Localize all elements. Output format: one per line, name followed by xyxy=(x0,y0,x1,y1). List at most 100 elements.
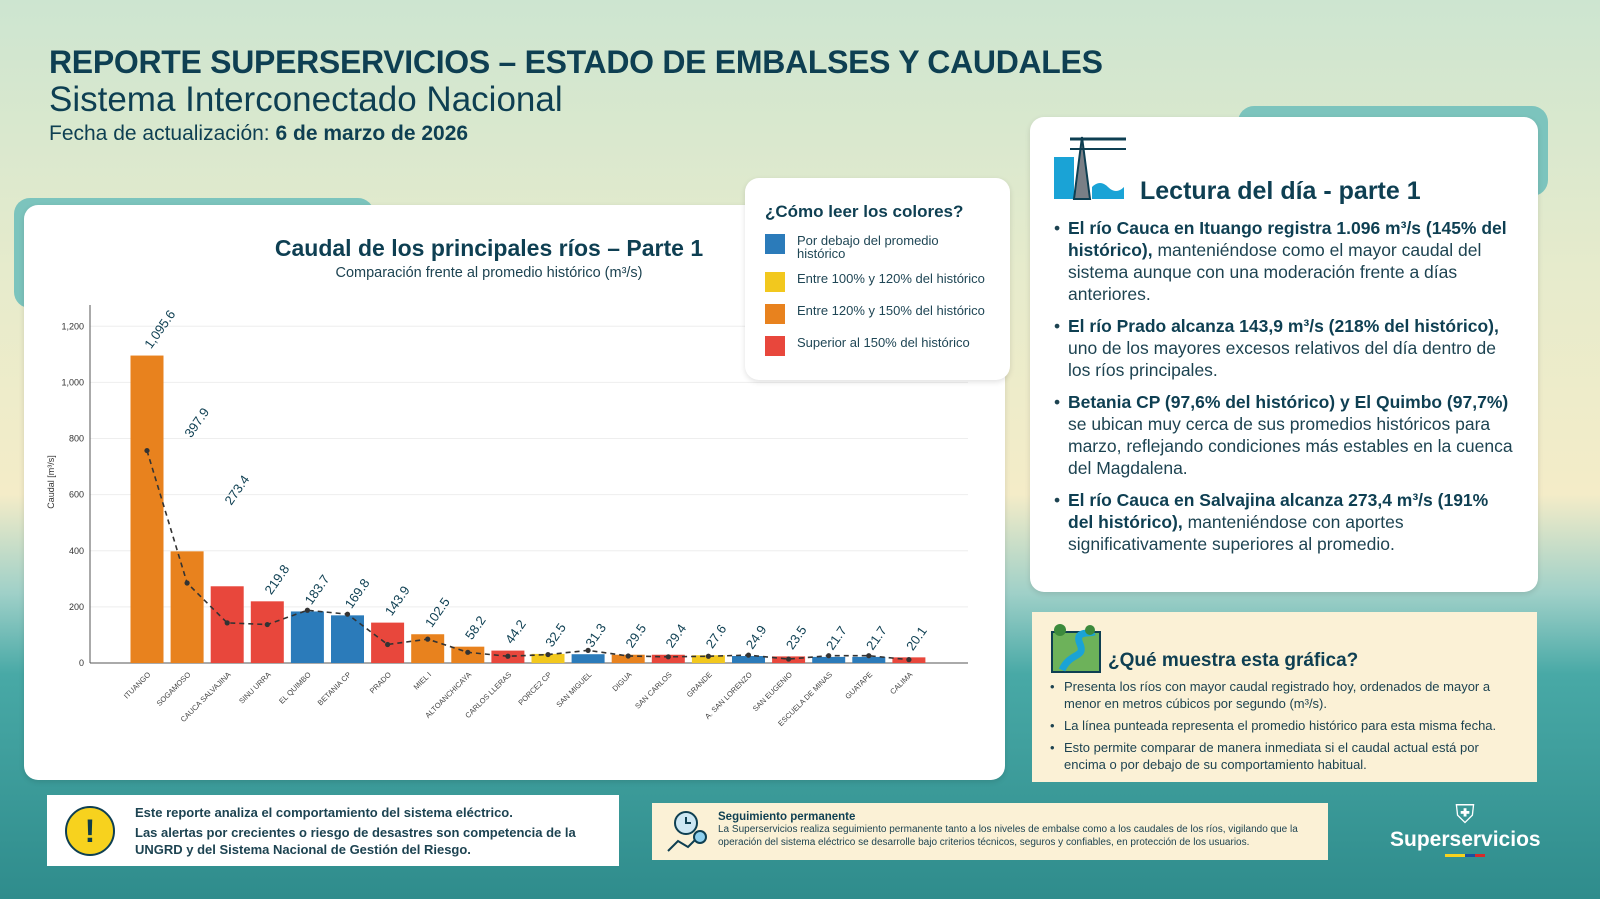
chart-title: Caudal de los principales ríos – Parte 1 xyxy=(274,235,704,261)
warning-icon: ! xyxy=(65,805,115,856)
bullet-bold: El río Cauca en Salvajina alcanza 273,4 … xyxy=(1068,490,1489,532)
report-subtitle: Sistema Interconectado Nacional xyxy=(49,80,563,119)
historical-point xyxy=(866,653,872,659)
reading-bullet: El río Cauca en Salvajina alcanza 273,4 … xyxy=(1054,489,1518,555)
what-bullet: Esto permite comparar de manera inmediat… xyxy=(1050,739,1523,773)
bar xyxy=(571,654,605,663)
y-tick-label: 1,000 xyxy=(61,377,84,387)
y-axis-label: Caudal [m³/s] xyxy=(46,455,56,509)
y-tick-label: 200 xyxy=(69,602,84,612)
superservicios-logo: ⛨ Superservicios xyxy=(1390,799,1541,857)
historical-line xyxy=(146,450,909,661)
notice-line2: Las alertas por crecientes o riesgo de d… xyxy=(135,824,576,857)
x-tick-label: ITUANGO xyxy=(122,670,153,701)
value-label: 219.8 xyxy=(261,562,292,597)
monitoring-icon xyxy=(667,811,707,852)
bar xyxy=(812,656,846,663)
flag-stripe xyxy=(1445,854,1485,857)
historical-point xyxy=(625,653,631,659)
monitoring-text: La Superservicios realiza seguimiento pe… xyxy=(718,824,1298,848)
historical-point xyxy=(184,580,190,586)
bullet-bold: Betania CP (97,6% del histórico) y El Qu… xyxy=(1068,392,1509,412)
historical-point xyxy=(465,649,471,655)
bullet-bold: El río Cauca en Ituango registra 1.096 m… xyxy=(1068,218,1507,260)
update-date: Fecha de actualización: 6 de marzo de 20… xyxy=(49,122,468,146)
what-bullet: La línea punteada representa el promedio… xyxy=(1050,717,1523,734)
legend-label: Superior al 150% del histórico xyxy=(797,335,970,350)
legend-label: Por debajo del promedio histórico xyxy=(797,233,939,261)
reading-card: Lectura del día - parte 1 El río Cauca e… xyxy=(1030,117,1538,592)
x-tick-label: BETANIA CP xyxy=(316,670,353,707)
reading-bullet: El río Prado alcanza 143,9 m³/s (218% de… xyxy=(1054,315,1518,381)
reading-bullet: El río Cauca en Ituango registra 1.096 m… xyxy=(1054,217,1518,305)
historical-point xyxy=(745,652,752,658)
value-label: 169.8 xyxy=(342,576,373,611)
historical-point xyxy=(585,647,591,653)
value-label: 44.2 xyxy=(502,617,529,646)
river-map-icon xyxy=(1051,624,1101,673)
legend-swatch xyxy=(765,304,785,324)
x-tick-label: DIGUA xyxy=(610,670,633,693)
y-tick-label: 1,200 xyxy=(61,321,84,331)
value-label: 21.7 xyxy=(863,623,890,652)
bar xyxy=(732,656,765,663)
bullet-text: se ubican muy cerca de sus promedios his… xyxy=(1068,414,1513,478)
bar xyxy=(170,551,204,663)
y-tick-label: 400 xyxy=(69,546,84,556)
x-tick-label: EL QUIMBO xyxy=(277,670,313,706)
x-tick-label: SAN CARLOS xyxy=(633,670,674,711)
bar-chart: 0 200 400 600 800 1,000 1,200 Caudal [m³/s] 1,09… xyxy=(46,305,968,728)
x-tick-label: GUATAPE xyxy=(843,670,874,701)
reading-bullet: Betania CP (97,6% del histórico) y El Qu… xyxy=(1054,391,1518,479)
historical-point xyxy=(264,621,270,628)
bullet-text: manteniéndose con aportes significativam… xyxy=(1068,512,1404,554)
bullet-text: manteniéndose como el mayor caudal del s… xyxy=(1068,240,1482,304)
value-label: 32.5 xyxy=(542,620,569,649)
monitoring-title: Seguimiento permanente xyxy=(718,811,856,823)
legend-swatch xyxy=(765,272,785,292)
legend-item: Por debajo del promedio histórico xyxy=(765,234,990,260)
bar xyxy=(130,355,164,663)
historical-point xyxy=(344,611,351,617)
legend-swatch xyxy=(765,336,785,356)
x-tick-label: PRADO xyxy=(368,670,393,695)
chart-subtitle: Comparación frente al promedio histórico… xyxy=(335,265,643,281)
bar xyxy=(290,611,324,663)
legend-item: Entre 100% y 120% del histórico xyxy=(765,272,990,292)
legend-swatch xyxy=(765,234,785,254)
legend-title: ¿Cómo leer los colores? xyxy=(765,202,964,221)
monitoring-box: Seguimiento permanente La Superservicios… xyxy=(652,803,1328,860)
bar xyxy=(250,601,284,663)
value-label: 183.7 xyxy=(302,572,333,607)
value-label: 1,095.6 xyxy=(141,307,178,351)
historical-point xyxy=(425,636,431,642)
what-list: Presenta los ríos con mayor caudal regis… xyxy=(1050,678,1523,778)
date-value: 6 de marzo de 2026 xyxy=(275,122,469,145)
value-label: 23.5 xyxy=(783,623,810,652)
what-bullet: Presenta los ríos con mayor caudal regis… xyxy=(1050,678,1523,712)
coat-of-arms-icon: ⛨ xyxy=(1455,799,1475,829)
reading-list: El río Cauca en Ituango registra 1.096 m… xyxy=(1054,217,1518,565)
y-tick-label: 800 xyxy=(69,434,84,444)
x-tick-label: SOGAMOSO xyxy=(155,670,193,708)
historical-point xyxy=(826,653,832,659)
legend-label: Entre 100% y 120% del histórico xyxy=(797,271,985,286)
historical-point xyxy=(505,653,511,659)
x-tick-label: MIEL I xyxy=(412,670,434,692)
y-tick-label: 0 xyxy=(79,658,84,668)
historical-point xyxy=(545,651,551,658)
notice-line1: Este reporte analiza el comportamiento d… xyxy=(135,804,513,820)
x-tick-label: PORCE2 CP xyxy=(516,670,553,707)
hydro-dam-icon xyxy=(1054,136,1126,200)
bullet-text: uno de los mayores excesos relativos del… xyxy=(1068,338,1497,380)
x-tick-label: SAN MIGUEL xyxy=(554,670,593,709)
color-legend: ¿Cómo leer los colores? Por debajo del p… xyxy=(745,178,1010,380)
bar xyxy=(691,655,725,663)
bar xyxy=(331,615,364,663)
historical-point xyxy=(304,607,310,613)
value-label: 397.9 xyxy=(181,405,212,440)
historical-point xyxy=(224,620,230,626)
value-label: 58.2 xyxy=(462,613,489,642)
historical-point xyxy=(144,447,150,454)
value-label: 27.6 xyxy=(703,622,730,651)
